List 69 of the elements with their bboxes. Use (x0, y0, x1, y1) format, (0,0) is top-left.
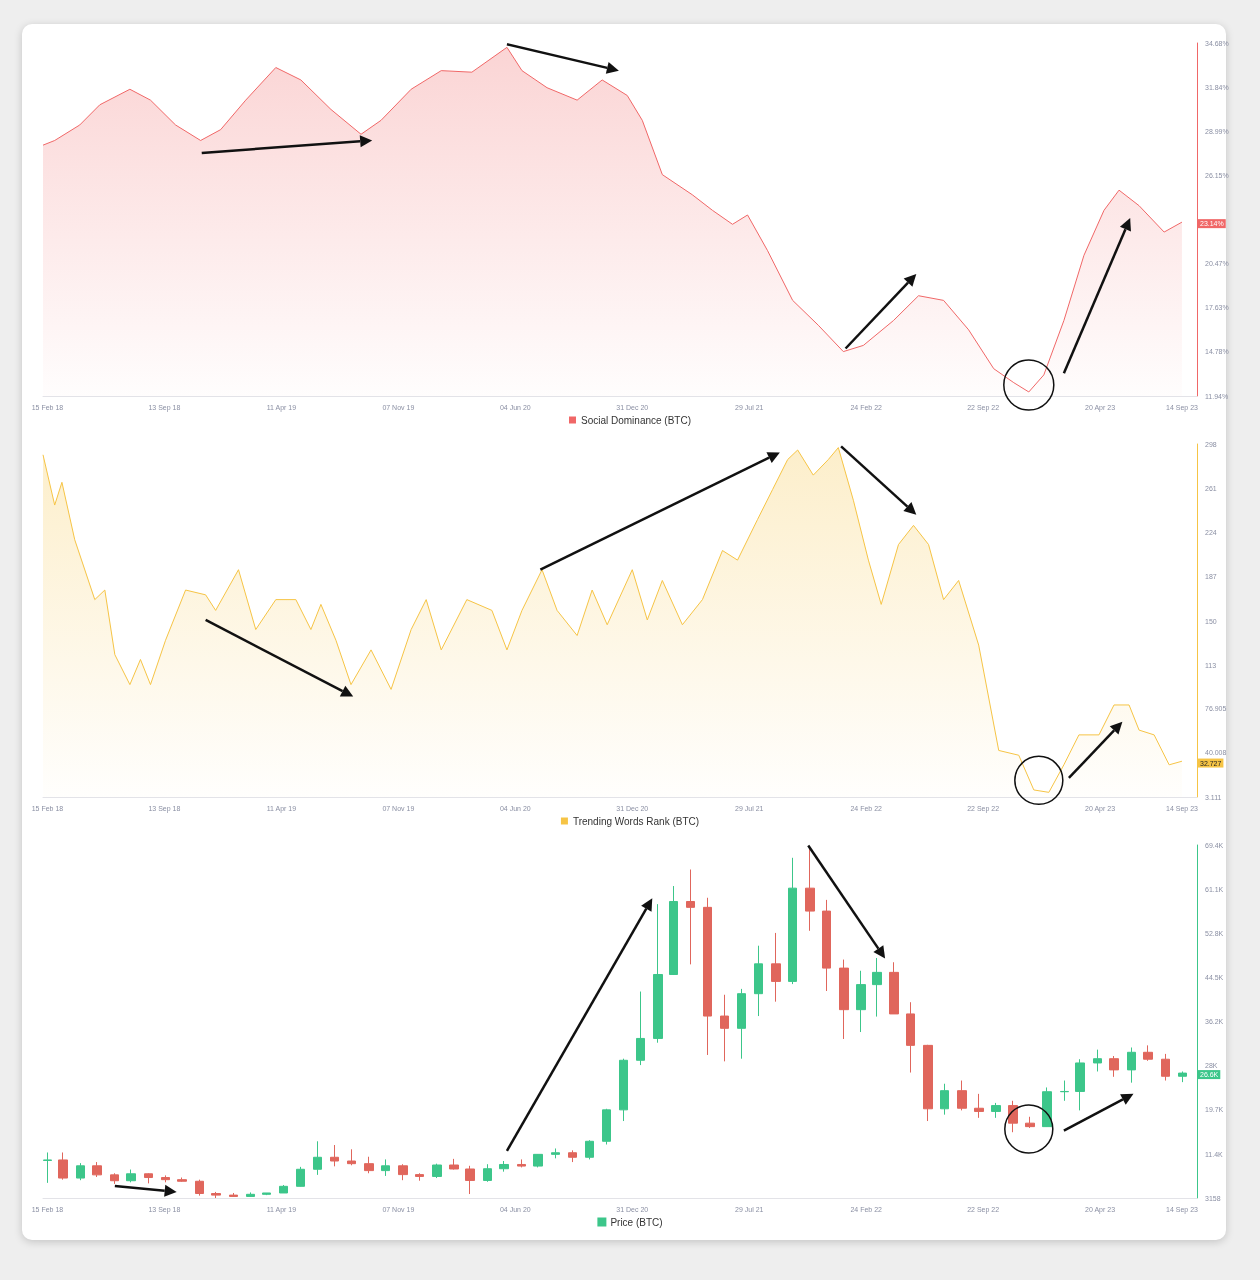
candlestick (636, 991, 645, 1066)
candlestick (92, 1161, 102, 1178)
candlestick (144, 1172, 153, 1184)
candlestick (76, 1162, 85, 1181)
candlestick (330, 1144, 339, 1167)
candlestick (889, 961, 899, 1015)
candlestick (449, 1158, 459, 1171)
legend-label: Trending Words Rank (BTC) (572, 815, 700, 827)
candlestick (991, 1102, 1001, 1119)
candlestick (415, 1172, 424, 1182)
candlestick (957, 1080, 967, 1111)
candlestick (754, 945, 763, 1017)
candlestick (195, 1179, 204, 1197)
candlestick (483, 1163, 492, 1183)
candlestick (279, 1184, 288, 1194)
candlestick (110, 1172, 119, 1185)
candlestick (262, 1192, 271, 1196)
candlestick (43, 1151, 52, 1184)
candlestick (585, 1139, 594, 1160)
candlestick (1025, 1116, 1035, 1129)
candlestick (499, 1160, 509, 1173)
candlestick (533, 1153, 543, 1168)
candlestick (974, 1093, 984, 1119)
candlestick (1161, 1053, 1170, 1082)
candlestick (58, 1151, 68, 1181)
candlestick (602, 1108, 611, 1145)
candlestick (381, 1158, 390, 1177)
candlestick (364, 1156, 374, 1174)
candlestick (1127, 1047, 1136, 1084)
candlestick (229, 1192, 238, 1198)
candlestick (517, 1158, 526, 1168)
candlestick (720, 994, 729, 1062)
candlestick (313, 1140, 322, 1176)
candlestick (1042, 1086, 1052, 1128)
candlestick (1075, 1058, 1085, 1111)
candlestick (1093, 1049, 1102, 1072)
candlestick (211, 1191, 221, 1199)
legend-label: Social Dominance (BTC) (580, 414, 692, 426)
candlestick (126, 1169, 136, 1183)
candlestick (1143, 1044, 1153, 1062)
candlestick (1060, 1080, 1069, 1102)
candlestick (788, 857, 797, 985)
candlestick (296, 1166, 305, 1188)
candlestick (432, 1163, 442, 1179)
candlestick (906, 1001, 915, 1074)
candlestick (856, 970, 866, 1033)
candlestick (872, 957, 882, 1018)
legend-label: Price (BTC) (610, 1216, 663, 1228)
candlestick (686, 869, 695, 965)
candlestick (619, 1058, 628, 1122)
candlestick (398, 1163, 408, 1181)
candlestick (923, 1044, 933, 1122)
candlestick (551, 1147, 560, 1159)
candlestick (161, 1174, 170, 1183)
candlestick (465, 1165, 475, 1195)
candlestick (653, 903, 663, 1044)
candlestick (1178, 1070, 1187, 1083)
candlestick (703, 897, 712, 1056)
candlestick (839, 959, 849, 1040)
candlestick (347, 1148, 356, 1166)
candlestick (246, 1191, 255, 1198)
candlestick (177, 1177, 187, 1183)
candlestick (1109, 1055, 1119, 1078)
candlestick (568, 1149, 577, 1163)
candlestick (771, 932, 781, 1003)
candlestick (737, 988, 746, 1060)
candlestick (940, 1083, 949, 1116)
candlestick (822, 899, 831, 992)
candlestick (669, 885, 678, 976)
